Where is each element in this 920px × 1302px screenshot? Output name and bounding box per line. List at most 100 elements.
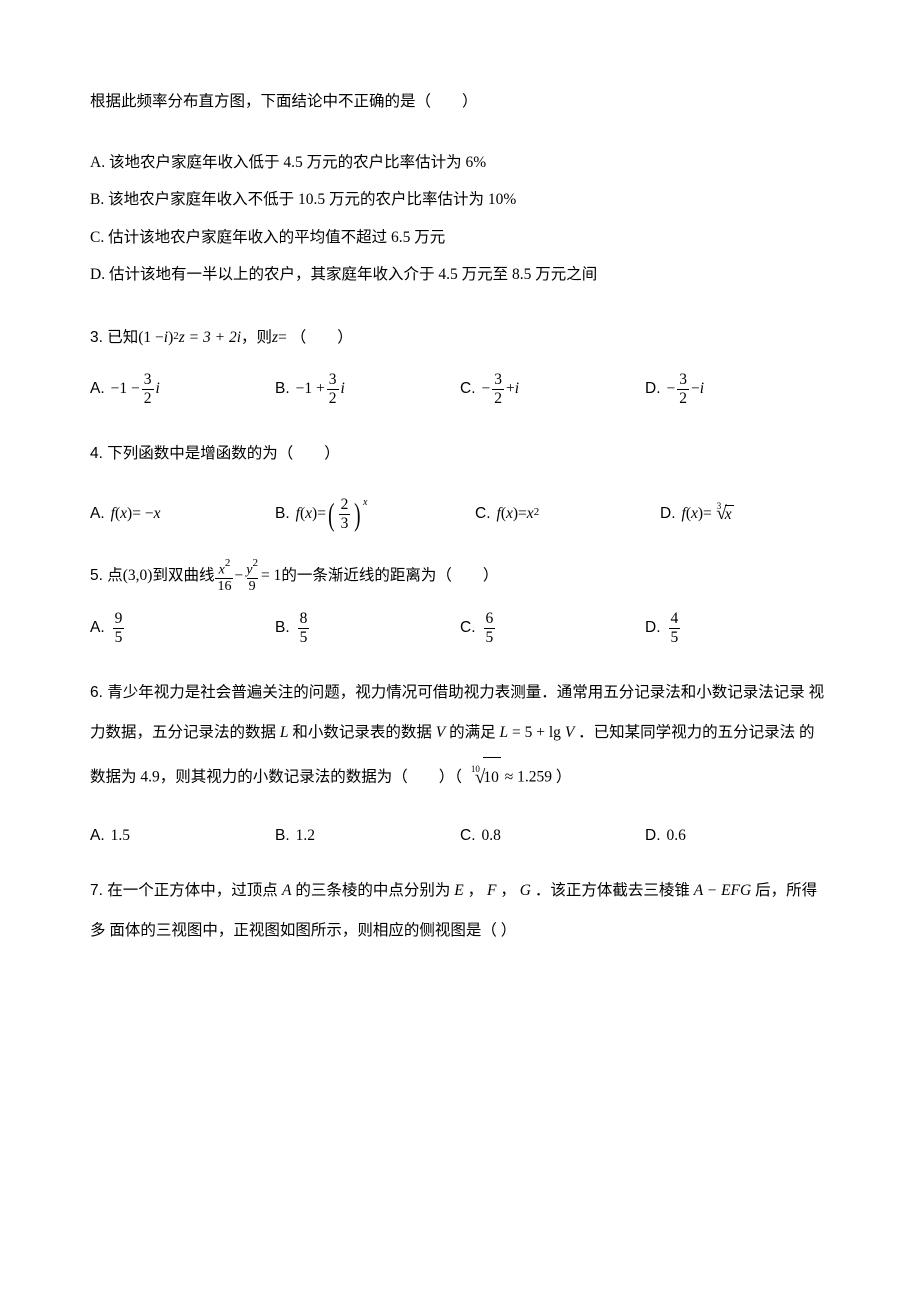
q5-c-den: 5 <box>484 628 496 647</box>
q7-text: 7. 在一个正方体中，过顶点 A 的三条棱的中点分别为 E ， F ， G ．该… <box>90 871 830 952</box>
q7-c1: ， <box>468 882 484 899</box>
q3-a-pre: −1 − <box>111 380 140 398</box>
intro-text: 根据此频率分布直方图，下面结论中不正确的是（ ） <box>90 82 830 122</box>
q2-option-c: C. 估计该地农户家庭年收入的平均值不超过 6.5 万元 <box>90 219 830 256</box>
q4-a-eq: = − <box>132 505 153 523</box>
q4-b-expr: ( 2 3 ) x <box>326 496 368 533</box>
q3-opt-c: C. − 3 2 + i <box>460 371 645 408</box>
q3-eq: = （ ） <box>278 321 353 355</box>
q6-rootind: 10 <box>471 758 480 781</box>
q3-a-frac: 3 2 <box>142 371 154 408</box>
q4-b-num: 2 <box>339 496 351 514</box>
q6-l3b: ） <box>556 769 572 786</box>
q2-option-d: D. 估计该地有一半以上的农户，其家庭年收入介于 4.5 万元至 8.5 万元之… <box>90 256 830 293</box>
q4-c-label: C. <box>475 505 491 523</box>
q3-sq: 2 <box>173 324 179 348</box>
q2-option-a: A. 该地农户家庭年收入低于 4.5 万元的农户比率估计为 6% <box>90 144 830 181</box>
q5-opt-b: B. 8 5 <box>275 610 460 647</box>
q5-minus: − <box>234 559 243 593</box>
q4-d-label: D. <box>660 505 676 523</box>
q5-a-frac: 9 5 <box>113 610 125 647</box>
q5-a-num: 9 <box>113 610 125 628</box>
q4-c-eq: = <box>518 505 527 523</box>
q6-L2: L <box>500 724 509 741</box>
q6-opt-b: B. 1.2 <box>275 827 460 845</box>
q7-l2: 面体的三视图中，正视图如图所示，则相应的侧视图是（ ） <box>109 922 516 939</box>
q5-prefix: 5. 点 <box>90 559 123 593</box>
q3-d-num: 3 <box>677 371 689 389</box>
q3-a-num: 3 <box>142 371 154 389</box>
q3-d-i: i <box>700 380 704 398</box>
q5-suffix: 的一条渐近线的距离为（ ） <box>281 559 498 593</box>
q7-l1c: ．该正方体截去三棱锥 <box>535 882 694 899</box>
q6-options: A. 1.5 B. 1.2 C. 0.8 D. 0.6 <box>90 827 830 845</box>
q4-d-rootarg: x <box>725 505 734 524</box>
q3-d-label: D. <box>645 380 661 398</box>
q6-text: 6. 青少年视力是社会普遍关注的问题，视力情况可借助视力表测量．通常用五分记录法… <box>90 673 830 803</box>
q4-d-root: 3 √ x <box>712 503 734 525</box>
q6-opt-d: D. 0.6 <box>645 827 830 845</box>
q5-d-den: 5 <box>669 628 681 647</box>
q6-V2: V <box>565 724 574 741</box>
q4-b-x: x <box>305 505 312 523</box>
q6-l2d: = 5 + lg <box>512 724 561 741</box>
q3-then: ，则 <box>241 321 272 355</box>
q4-b-den: 3 <box>339 514 351 533</box>
q5-b-num: 8 <box>298 610 310 628</box>
q4-d-x: x <box>691 505 698 523</box>
q6-opt-c: C. 0.8 <box>460 827 645 845</box>
q6-a: 1.5 <box>111 827 130 845</box>
q3-b-pre: −1 + <box>296 380 325 398</box>
q6-l2c: 的满足 <box>449 724 499 741</box>
q5-y2: y2 <box>244 559 260 578</box>
q3-c-num: 3 <box>492 371 504 389</box>
q7-c2: ， <box>500 882 516 899</box>
q3-lparen: (1 − <box>138 321 164 355</box>
q5-mid: 到双曲线 <box>152 559 214 593</box>
q5-frac1: x2 16 <box>215 559 233 594</box>
q6-d-label: D. <box>645 827 661 845</box>
q3-b-num: 3 <box>327 371 339 389</box>
q6-L: L <box>280 724 289 741</box>
q7-F: F <box>487 882 496 899</box>
q5-eq1: = 1 <box>261 559 281 593</box>
q6-rootarg: 10 <box>483 757 501 798</box>
q2-options: A. 该地农户家庭年收入低于 4.5 万元的农户比率估计为 6% B. 该地农户… <box>90 144 830 293</box>
q4-a-label: A. <box>90 505 105 523</box>
q7-E: E <box>454 882 463 899</box>
q4-d-eq: = <box>703 505 712 523</box>
q4-opt-d: D. f ( x ) = 3 √ x <box>660 503 845 525</box>
q7-prism: A − EFG <box>694 882 752 899</box>
q3-options: A. −1 − 3 2 i B. −1 + 3 2 i C. − 3 2 + i… <box>90 371 830 408</box>
q5-options: A. 9 5 B. 8 5 C. 6 5 D. 4 5 <box>90 610 830 647</box>
q5-d-num: 4 <box>669 610 681 628</box>
q5-a-label: A. <box>90 619 105 637</box>
q3-c-label: C. <box>460 380 476 398</box>
q5-c-num: 6 <box>484 610 496 628</box>
q5-d-frac: 4 5 <box>669 610 681 647</box>
q4-b-label: B. <box>275 505 290 523</box>
q7-l1a: 7. 在一个正方体中，过顶点 <box>90 882 282 899</box>
q4-b-eq: = <box>317 505 326 523</box>
q3-a-i: i <box>156 380 160 398</box>
q3-c-den: 2 <box>492 389 504 408</box>
q7-G: G <box>520 882 531 899</box>
q5-opt-a: A. 9 5 <box>90 610 275 647</box>
q4-b-frac: 2 3 <box>339 496 351 533</box>
q4-a-x2: x <box>154 505 161 523</box>
q6-d: 0.6 <box>667 827 686 845</box>
q4-text: 4. 下列函数中是增函数的为（ ） <box>90 434 830 474</box>
q4-opt-c: C. f ( x ) = x 2 <box>475 505 660 523</box>
q5-d-label: D. <box>645 619 661 637</box>
q3-b-frac: 3 2 <box>327 371 339 408</box>
q5-b-frac: 8 5 <box>298 610 310 647</box>
q3-zexpr: z = 3 + 2 <box>179 321 237 355</box>
q5-c-label: C. <box>460 619 476 637</box>
q4-opt-b: B. f ( x ) = ( 2 3 ) x <box>275 496 475 533</box>
q6-c: 0.8 <box>482 827 501 845</box>
q6-c-label: C. <box>460 827 476 845</box>
q5-opt-d: D. 4 5 <box>645 610 830 647</box>
q6-l1: 6. 青少年视力是社会普遍关注的问题，视力情况可借助视力表测量．通常用五分记录法… <box>90 684 805 701</box>
q3-c-i: i <box>515 380 519 398</box>
q6-b-label: B. <box>275 827 290 845</box>
